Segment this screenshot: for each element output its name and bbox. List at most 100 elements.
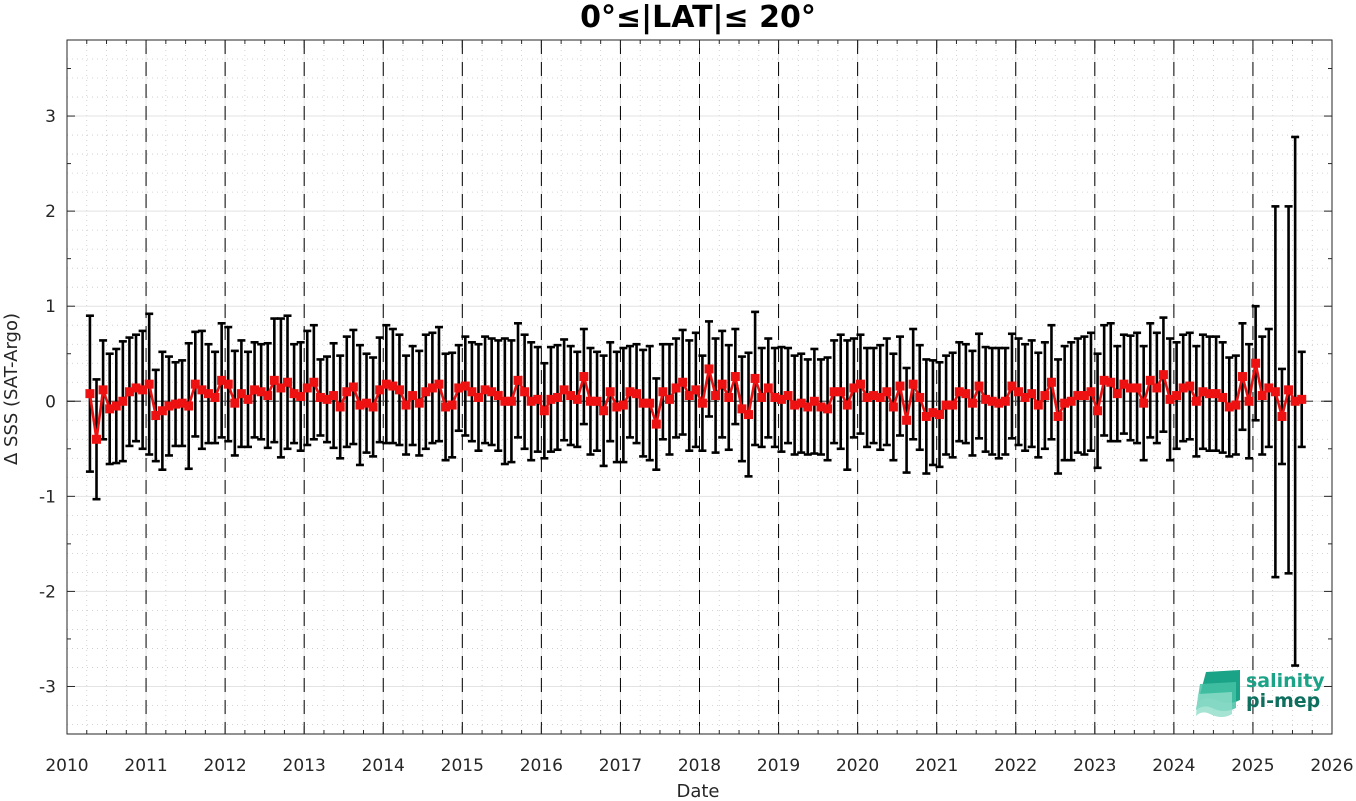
- data-point: [243, 394, 253, 404]
- data-point: [368, 402, 378, 412]
- data-point: [908, 379, 918, 389]
- data-point: [1178, 383, 1188, 393]
- data-point: [1046, 377, 1056, 387]
- data-point: [1165, 394, 1175, 404]
- data-point: [184, 401, 194, 411]
- data-point: [1231, 400, 1241, 410]
- data-point: [1244, 396, 1254, 406]
- y-tick-label: 1: [45, 297, 56, 317]
- x-tick-label: 2013: [283, 756, 326, 776]
- axis-ticks: [66, 40, 1333, 735]
- data-point: [408, 391, 418, 401]
- data-point: [1060, 398, 1070, 408]
- data-point: [737, 404, 747, 414]
- year-boundary-lines: [145, 40, 1254, 734]
- data-point: [381, 379, 391, 389]
- data-point: [434, 379, 444, 389]
- data-point: [118, 396, 128, 406]
- data-point: [441, 402, 451, 412]
- data-point: [1119, 379, 1129, 389]
- minor-grid: [67, 39, 1332, 734]
- data-point: [98, 385, 108, 395]
- data-point: [1106, 377, 1116, 387]
- data-point: [520, 387, 530, 397]
- data-point: [1093, 406, 1103, 416]
- data-point: [1277, 411, 1287, 421]
- data-point: [750, 373, 760, 383]
- data-point: [1191, 396, 1201, 406]
- data-point: [388, 381, 398, 391]
- y-tick-label: -2: [39, 582, 56, 602]
- data-point: [981, 394, 991, 404]
- y-tick-label: 3: [45, 107, 56, 127]
- data-point: [283, 377, 293, 387]
- x-tick-label: 2010: [45, 756, 88, 776]
- data-point: [572, 394, 582, 404]
- y-tick-labels: -3 -2 -1 0 1 2 3: [39, 107, 56, 697]
- data-point: [651, 419, 661, 429]
- data-point: [809, 396, 819, 406]
- x-tick-label: 2024: [1152, 756, 1195, 776]
- data-point: [618, 400, 628, 410]
- data-point: [1251, 358, 1261, 368]
- data-point: [335, 402, 345, 412]
- data-point: [454, 383, 464, 393]
- data-point: [1073, 391, 1083, 401]
- data-point: [664, 394, 674, 404]
- data-point: [645, 398, 655, 408]
- data-point: [776, 394, 786, 404]
- data-point: [414, 398, 424, 408]
- data-point: [1086, 387, 1096, 397]
- data-point: [1033, 400, 1043, 410]
- data-point: [296, 392, 306, 402]
- data-point: [895, 381, 905, 391]
- data-point: [263, 391, 273, 401]
- data-point: [1139, 398, 1149, 408]
- data-point: [92, 434, 102, 444]
- data-point: [1257, 391, 1267, 401]
- data-point: [322, 394, 332, 404]
- data-point: [625, 387, 635, 397]
- data-point: [678, 377, 688, 387]
- data-point: [1158, 370, 1168, 380]
- logo-text-pi-mep: pi-mep: [1246, 690, 1320, 712]
- data-point: [236, 389, 246, 399]
- data-point: [1079, 391, 1089, 401]
- x-tick-label: 2026: [1310, 756, 1353, 776]
- data-point: [276, 383, 286, 393]
- data-point: [401, 400, 411, 410]
- data-point: [164, 401, 174, 411]
- data-point: [460, 381, 470, 391]
- data-point: [1145, 375, 1155, 385]
- data-point: [724, 392, 734, 402]
- data-point: [730, 372, 740, 382]
- data-point: [816, 402, 826, 412]
- data-point: [1224, 402, 1234, 412]
- chart-title: 0°≤|LAT|≤ 20°: [580, 0, 816, 35]
- data-point: [757, 392, 767, 402]
- data-point: [203, 389, 213, 399]
- data-point: [744, 410, 754, 420]
- data-point: [1205, 389, 1215, 399]
- data-point: [513, 375, 523, 385]
- data-point: [803, 402, 813, 412]
- data-point: [447, 400, 457, 410]
- y-tick-label: 0: [45, 392, 56, 412]
- data-point: [559, 385, 569, 395]
- y-tick-label: -3: [39, 677, 56, 697]
- x-tick-label: 2025: [1231, 756, 1274, 776]
- data-point: [684, 391, 694, 401]
- x-tick-label: 2015: [441, 756, 484, 776]
- data-point: [1112, 389, 1122, 399]
- data-point: [612, 402, 622, 412]
- y-tick-label: 2: [45, 202, 56, 222]
- data-point: [948, 400, 958, 410]
- data-point: [592, 396, 602, 406]
- data-point: [579, 372, 589, 382]
- x-tick-label: 2016: [520, 756, 563, 776]
- data-point: [783, 391, 793, 401]
- data-point: [138, 385, 148, 395]
- data-point: [197, 385, 207, 395]
- data-point: [1027, 389, 1037, 399]
